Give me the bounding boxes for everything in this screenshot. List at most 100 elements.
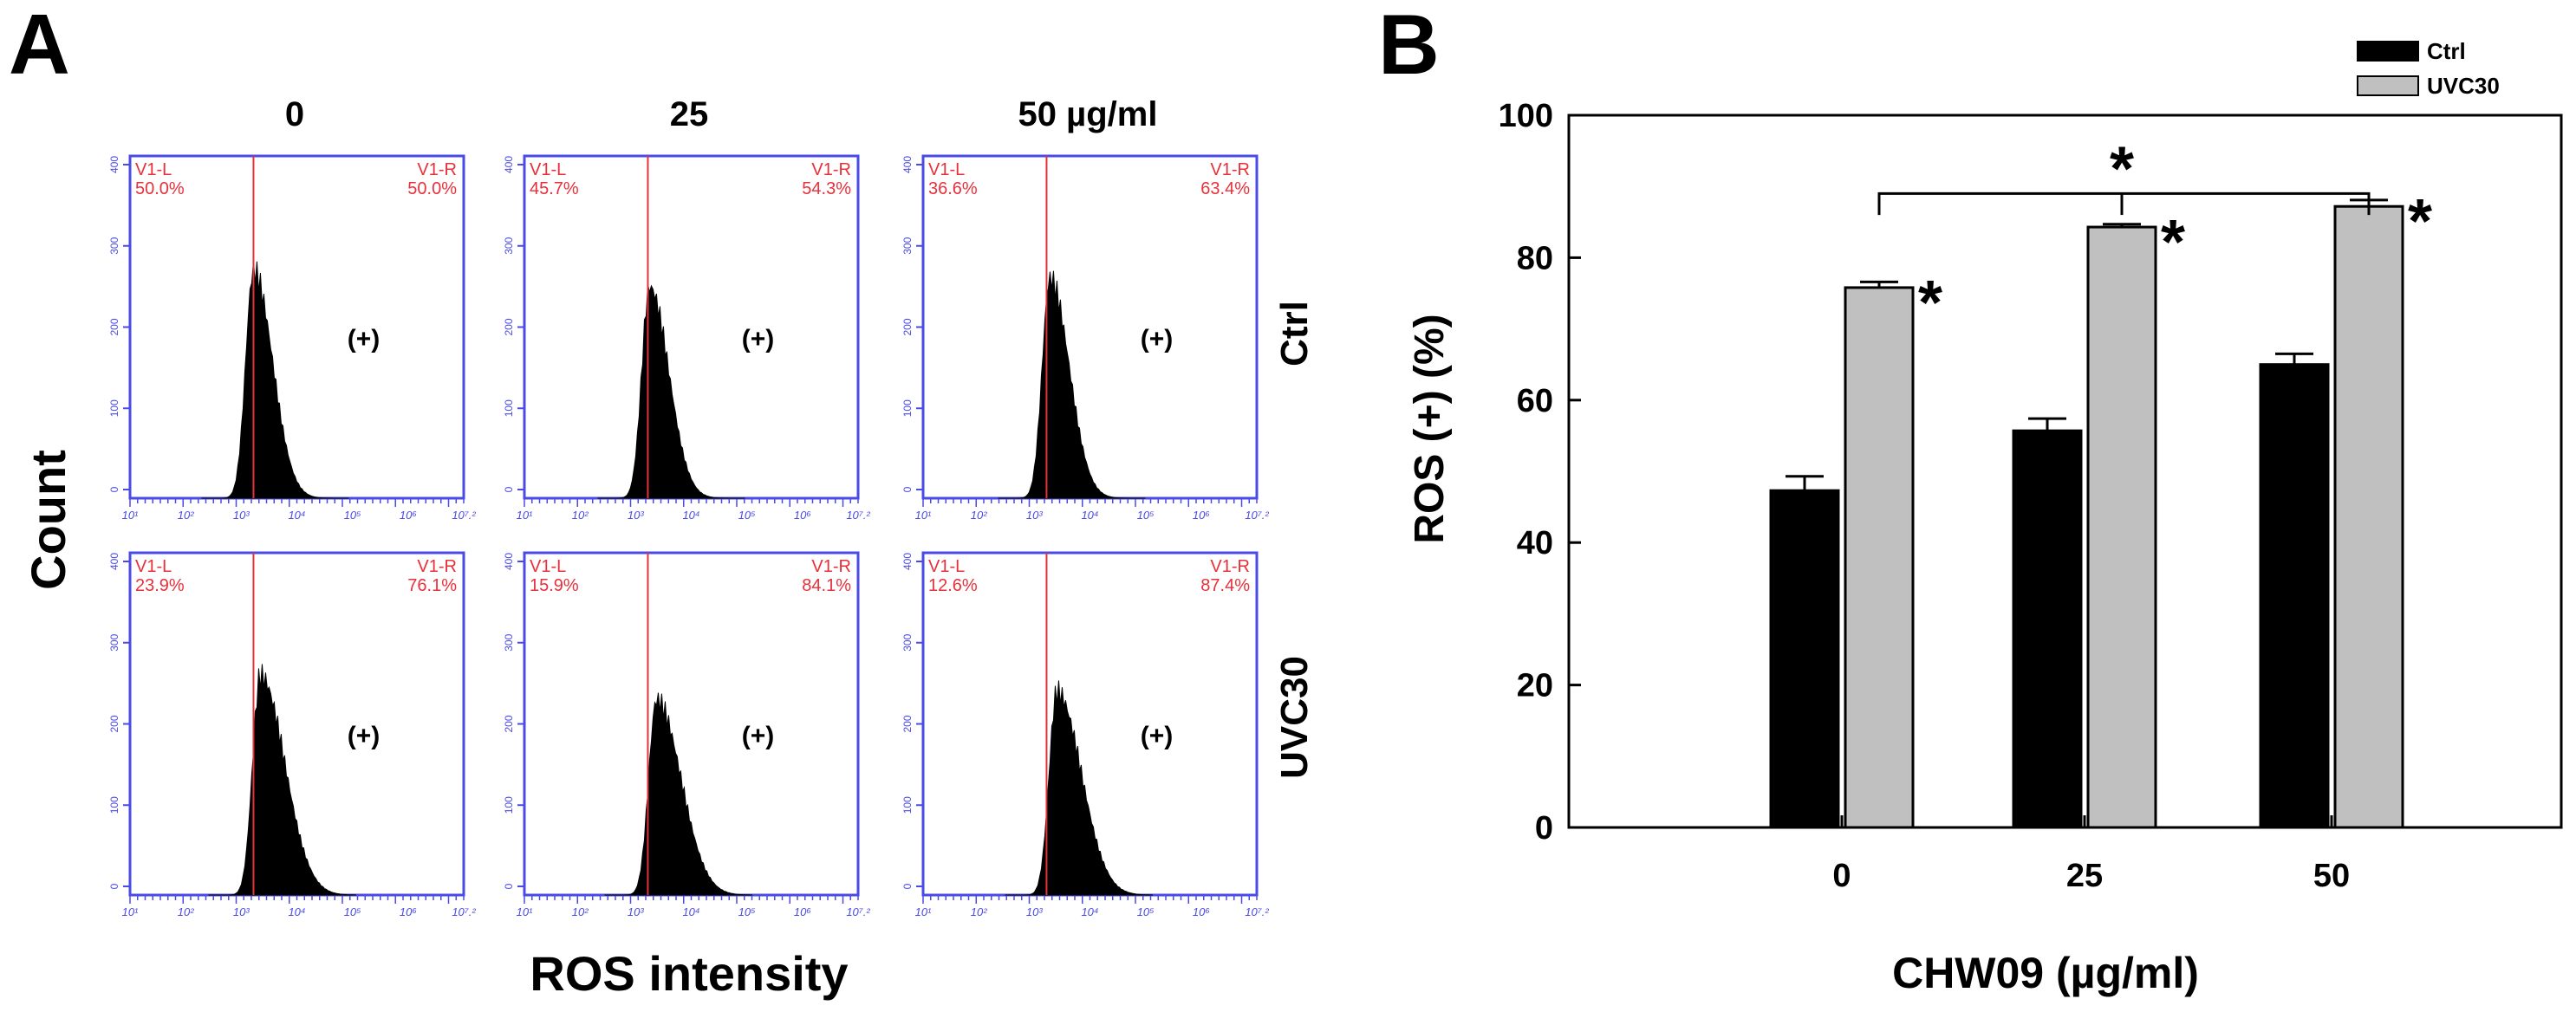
y-tick-label: 400 bbox=[108, 156, 120, 173]
gate-left-name: V1-L bbox=[530, 557, 566, 576]
x-tick-label: 10⁶ bbox=[400, 905, 417, 918]
panel-a: A 0 25 50 µg/ml Ctrl UVC30 Count ROS int… bbox=[9, 0, 1316, 1001]
column-header-25: 25 bbox=[670, 95, 709, 133]
x-tick-label: 10⁴ bbox=[288, 509, 305, 522]
x-tick-label: 10³ bbox=[233, 905, 250, 918]
x-tick-label: 10⁷.² bbox=[452, 905, 476, 918]
y-tick-label: 0 bbox=[1535, 810, 1553, 847]
bar-uvc30-25 bbox=[2086, 225, 2157, 829]
y-tick-label: 0 bbox=[901, 883, 914, 889]
histogram-plot-r0-c1: 0 100 200 300 400 10¹ 10² 10³ 10⁴ 10⁵ 10⁶ 10⁷.² V1-L… bbox=[503, 154, 870, 522]
y-tick-label: 400 bbox=[503, 156, 515, 173]
y-tick-label: 400 bbox=[108, 553, 120, 570]
x-tick-label: 10⁵ bbox=[738, 509, 756, 522]
x-tick-label: 10⁴ bbox=[682, 905, 699, 918]
positive-marker: (+) bbox=[1141, 325, 1174, 354]
gate-left-name: V1-L bbox=[928, 160, 965, 179]
x-tick-label: 10⁵ bbox=[344, 509, 361, 522]
y-tick-label: 300 bbox=[503, 237, 515, 254]
bar-uvc30-0 bbox=[1844, 286, 1915, 829]
y-tick-label: 100 bbox=[1499, 98, 1553, 134]
x-tick-label: 10⁴ bbox=[1081, 509, 1098, 522]
y-tick-label: 300 bbox=[108, 633, 120, 651]
significance-star-0: * bbox=[1918, 269, 1942, 338]
x-axis-label-ros-intensity: ROS intensity bbox=[530, 946, 848, 1001]
x-tick-label: 10⁴ bbox=[682, 509, 699, 522]
y-tick-label: 400 bbox=[901, 156, 914, 173]
bar-ctrl-50 bbox=[2259, 363, 2330, 829]
y-tick-label: 300 bbox=[901, 237, 914, 254]
gate-right-name: V1-R bbox=[1210, 160, 1250, 179]
y-tick-label: 40 bbox=[1517, 525, 1553, 561]
x-tick-label: 10² bbox=[971, 509, 987, 522]
significance-star-bracket: * bbox=[2110, 134, 2134, 204]
y-tick-label: 400 bbox=[503, 553, 515, 570]
y-tick-label: 100 bbox=[108, 399, 120, 417]
histogram-distribution bbox=[1005, 680, 1153, 896]
x-tick-label: 10² bbox=[971, 905, 987, 918]
gate-left-percent: 15.9% bbox=[530, 576, 579, 595]
y-tick-label: 0 bbox=[901, 486, 914, 492]
gate-right-name: V1-R bbox=[417, 160, 457, 179]
panel-a-label: A bbox=[9, 0, 70, 92]
x-tick-label: 10¹ bbox=[915, 905, 932, 918]
column-header-50: 50 µg/ml bbox=[1018, 95, 1158, 133]
y-tick-label: 200 bbox=[901, 318, 914, 335]
legend-swatch-ctrl bbox=[2357, 41, 2419, 62]
bar-ctrl-0 bbox=[1769, 489, 1840, 829]
y-tick-label: 200 bbox=[108, 715, 120, 732]
significance-star-50: * bbox=[2408, 187, 2432, 256]
y-tick-label: 400 bbox=[901, 553, 914, 570]
y-axis-label-ros: ROS (+) (%) bbox=[1407, 314, 1453, 543]
y-tick-label: 100 bbox=[901, 796, 914, 814]
x-tick-label: 10³ bbox=[1026, 509, 1043, 522]
panel-b-label: B bbox=[1378, 0, 1440, 92]
y-tick-label: 100 bbox=[503, 796, 515, 814]
x-tick-label: 10⁵ bbox=[1137, 905, 1155, 918]
y-tick-label: 200 bbox=[901, 715, 914, 732]
legend-label-ctrl: Ctrl bbox=[2427, 38, 2466, 64]
positive-marker: (+) bbox=[348, 325, 381, 354]
histogram-plot-r1-c2: 0 100 200 300 400 10¹ 10² 10³ 10⁴ 10⁵ 10⁶ 10⁷.² V1-L… bbox=[901, 551, 1269, 918]
y-tick-label: 200 bbox=[503, 715, 515, 732]
x-tick-label: 10⁴ bbox=[1081, 905, 1098, 918]
gate-right-name: V1-R bbox=[811, 160, 851, 179]
gate-left-name: V1-L bbox=[135, 160, 172, 179]
gate-left-percent: 23.9% bbox=[135, 576, 185, 595]
histogram-distribution bbox=[597, 284, 745, 499]
x-tick-label: 10⁶ bbox=[794, 509, 811, 522]
x-tick-label: 10² bbox=[178, 509, 194, 522]
y-tick-label: 100 bbox=[503, 399, 515, 417]
x-tick-label: 10¹ bbox=[517, 905, 533, 918]
y-tick-label: 100 bbox=[901, 399, 914, 417]
y-tick-label: 100 bbox=[108, 796, 120, 814]
y-tick-label: 60 bbox=[1517, 383, 1553, 419]
significance-star-25: * bbox=[2161, 208, 2185, 277]
histogram-distribution bbox=[998, 270, 1146, 499]
x-tick-label: 10⁷.² bbox=[846, 905, 870, 918]
comparison-bracket bbox=[1877, 191, 2371, 216]
x-tick-label: 10⁶ bbox=[1193, 509, 1210, 522]
x-tick-label: 10⁵ bbox=[1137, 509, 1155, 522]
histogram-frame bbox=[128, 154, 465, 500]
panel-b: B Ctrl UVC30 ROS (+) (%) CHW09 (µg/ml) 0… bbox=[1378, 0, 2563, 997]
positive-marker: (+) bbox=[348, 722, 381, 750]
gate-right-percent: 87.4% bbox=[1200, 576, 1250, 595]
y-tick-label: 300 bbox=[901, 633, 914, 651]
x-tick-label: 0 bbox=[1832, 858, 1851, 894]
x-tick-label: 10⁷.² bbox=[1245, 905, 1269, 918]
x-tick-label: 10⁵ bbox=[344, 905, 361, 918]
x-tick-label: 10¹ bbox=[122, 905, 139, 918]
legend-label-uvc30: UVC30 bbox=[2427, 73, 2500, 99]
x-tick-label: 10⁶ bbox=[1193, 905, 1210, 918]
bar-ctrl-25 bbox=[2012, 429, 2083, 829]
x-tick-label: 10³ bbox=[233, 509, 250, 522]
gate-left-percent: 45.7% bbox=[530, 179, 579, 198]
x-tick-label: 10² bbox=[572, 509, 589, 522]
x-tick-label: 10⁷.² bbox=[846, 509, 870, 522]
gate-right-percent: 50.0% bbox=[407, 179, 457, 198]
bar-uvc30-50 bbox=[2333, 204, 2404, 829]
y-tick-label: 200 bbox=[503, 318, 515, 335]
gate-right-percent: 54.3% bbox=[802, 179, 851, 198]
